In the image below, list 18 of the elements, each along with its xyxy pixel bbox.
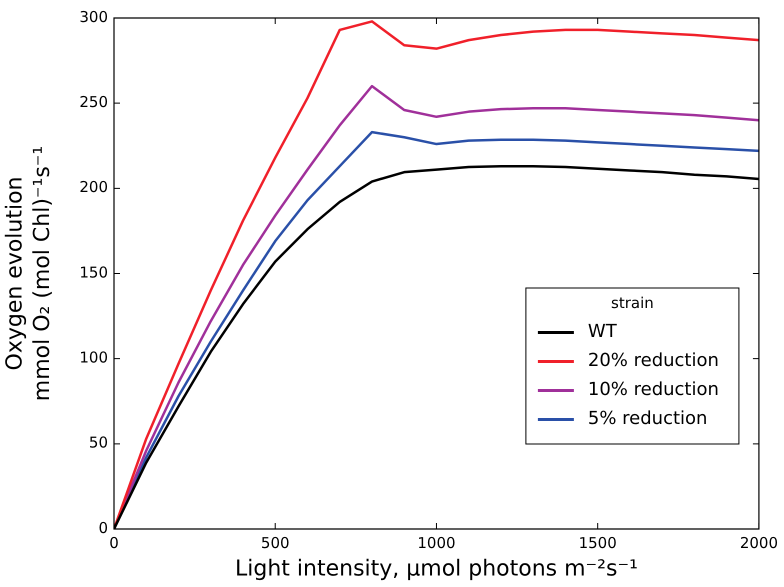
y-axis-title: Oxygen evolution mmol O₂ (mol Chl)⁻¹s⁻¹ (2, 146, 55, 402)
y-tick-label: 150 (79, 263, 108, 282)
legend-label: 10% reduction (588, 379, 719, 400)
legend-title: strain (611, 294, 654, 312)
legend-label: 20% reduction (588, 350, 719, 372)
y-tick-label: 0 (98, 518, 108, 537)
legend-label: WT (588, 321, 618, 342)
y-tick-label: 200 (79, 178, 108, 196)
y-tick-label: 300 (79, 8, 108, 26)
legend-label: 5% reduction (588, 408, 708, 430)
x-axis-title: Light intensity, μmol photons m⁻²s⁻¹ (235, 556, 638, 582)
y-tick-label: 100 (79, 348, 108, 367)
x-tick-label: 1000 (417, 534, 456, 552)
y-tick-label: 250 (79, 93, 108, 112)
x-tick-label: 2000 (740, 534, 778, 552)
x-tick-label: 1500 (578, 534, 617, 552)
y-tick-label: 50 (88, 434, 108, 452)
x-tick-label: 500 (260, 534, 290, 552)
